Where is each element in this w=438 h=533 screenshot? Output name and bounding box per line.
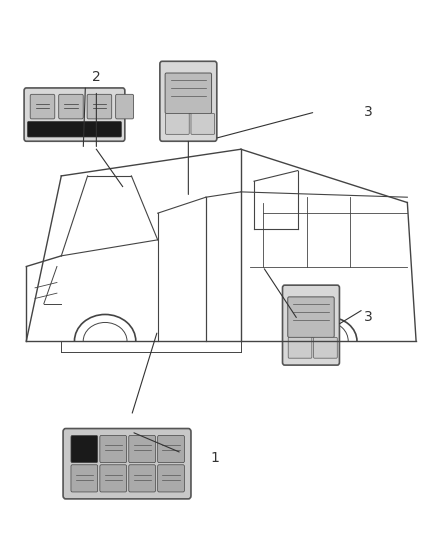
FancyBboxPatch shape: [288, 297, 334, 337]
FancyBboxPatch shape: [63, 429, 191, 499]
FancyBboxPatch shape: [158, 465, 184, 492]
FancyBboxPatch shape: [158, 435, 184, 463]
FancyBboxPatch shape: [28, 122, 121, 137]
FancyBboxPatch shape: [87, 94, 112, 119]
Text: 3: 3: [364, 105, 372, 119]
FancyBboxPatch shape: [116, 94, 134, 119]
Text: 2: 2: [92, 70, 101, 84]
FancyBboxPatch shape: [59, 94, 83, 119]
FancyBboxPatch shape: [129, 465, 155, 492]
FancyBboxPatch shape: [160, 61, 217, 141]
FancyBboxPatch shape: [24, 88, 125, 141]
FancyBboxPatch shape: [288, 337, 312, 358]
FancyBboxPatch shape: [165, 73, 212, 114]
FancyBboxPatch shape: [191, 114, 215, 134]
FancyBboxPatch shape: [71, 465, 98, 492]
FancyBboxPatch shape: [100, 435, 127, 463]
FancyBboxPatch shape: [166, 114, 189, 134]
FancyBboxPatch shape: [100, 465, 127, 492]
FancyBboxPatch shape: [71, 435, 98, 463]
FancyBboxPatch shape: [30, 94, 55, 119]
Text: 1: 1: [210, 451, 219, 465]
FancyBboxPatch shape: [314, 337, 337, 358]
FancyBboxPatch shape: [129, 435, 155, 463]
Text: 3: 3: [364, 310, 372, 324]
FancyBboxPatch shape: [283, 285, 339, 365]
